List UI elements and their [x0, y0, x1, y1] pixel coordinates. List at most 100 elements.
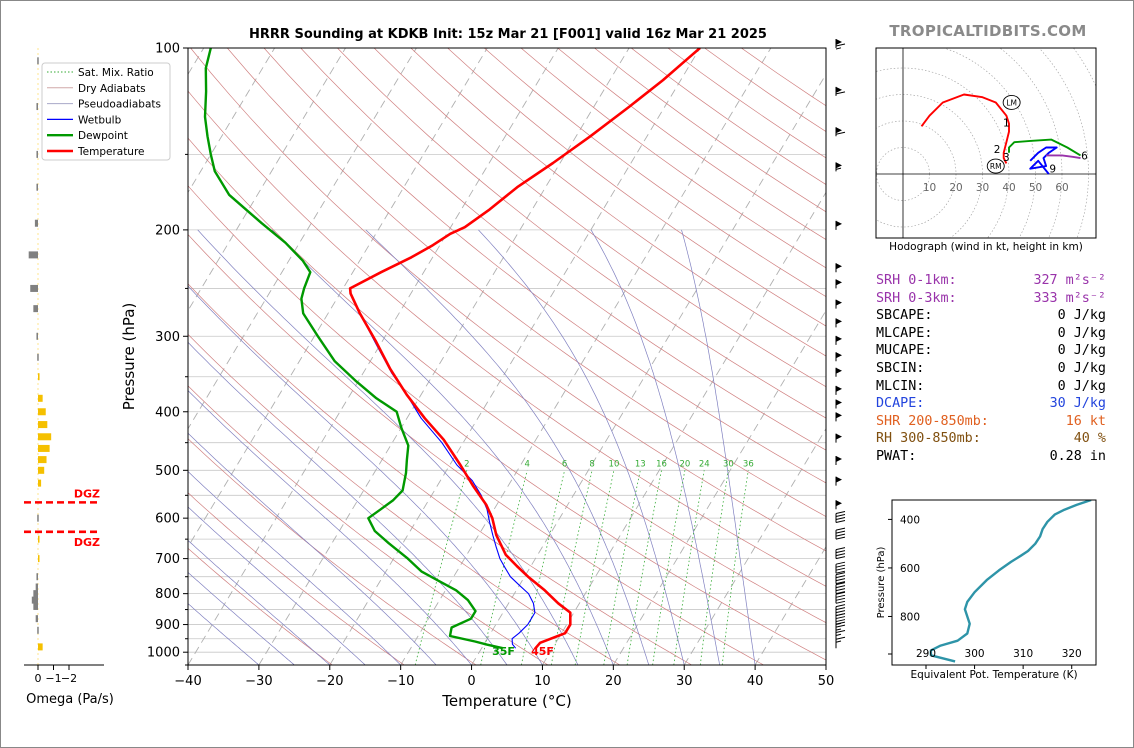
wind-barb	[835, 399, 842, 409]
wind-barb-pennant	[836, 162, 842, 169]
omega-tick-label: −2	[61, 672, 77, 685]
y-tick-label: 200	[155, 223, 180, 238]
legend-entry: Dry Adiabats	[78, 83, 146, 95]
wind-barb-half-flag	[835, 640, 842, 643]
omega-bar	[36, 183, 38, 191]
hodograph-height-label: 6	[1081, 150, 1088, 162]
hodograph-trace	[1008, 138, 1081, 157]
omega-bar	[36, 150, 38, 158]
omega-bar	[36, 103, 38, 111]
wind-barb-flag	[835, 616, 846, 620]
mixing-ratio-label: 30	[723, 460, 734, 470]
wind-barb	[835, 263, 842, 273]
param-row: SBCAPE: 0 J/kg	[876, 307, 1106, 325]
storm-motion-marker	[986, 158, 1005, 174]
mixing-ratio-line	[480, 470, 528, 665]
y-tick-label: 900	[155, 618, 180, 633]
isotherm-line	[188, 48, 559, 665]
dry-adiabat-line	[227, 48, 826, 518]
theta-e-profile	[929, 500, 1092, 663]
omega-bar	[38, 555, 40, 563]
wind-barb-pennant	[836, 367, 842, 374]
mixing-ratio-label: 24	[699, 460, 710, 470]
y-axis-label: Pressure (hPa)	[120, 303, 138, 411]
y-tick-label: 100	[155, 42, 180, 57]
hodograph-ring-label: 40	[1002, 182, 1015, 194]
wind-barb	[835, 127, 846, 137]
wind-barb	[835, 476, 842, 486]
pseudoadiabat-line	[188, 506, 366, 665]
x-tick-label: 50	[818, 674, 835, 689]
wind-barb-flag	[835, 585, 846, 589]
chart-title: HRRR Sounding at KDKB Init: 15z Mar 21 […	[249, 27, 767, 42]
wind-barb-pennant	[836, 279, 842, 286]
param-name: PWAT:	[876, 448, 917, 464]
dry-adiabat-line	[447, 48, 826, 327]
x-axis-label: Temperature (°C)	[441, 692, 571, 710]
pseudoadiabat-line	[590, 229, 721, 665]
dry-adiabat-line	[190, 48, 826, 552]
wind-barb	[835, 385, 842, 395]
param-row: SRH 0-1km: 327 m²s⁻²	[876, 272, 1106, 290]
wind-barb-flag	[835, 567, 846, 571]
brand-watermark: TROPICALTIDBITS.COM	[889, 22, 1087, 40]
pseudoadiabat-line	[188, 285, 543, 665]
wind-barb	[835, 39, 846, 50]
hodograph-ring-label: 50	[1029, 182, 1042, 194]
y-tick-label: 400	[155, 405, 180, 420]
mixing-ratio-line	[626, 470, 662, 665]
param-value: 0 J/kg	[1057, 378, 1106, 394]
omega-tick-label: −1	[45, 672, 61, 685]
param-row: MLCAPE: 0 J/kg	[876, 325, 1106, 343]
wind-barb	[835, 500, 842, 510]
wind-barb	[835, 412, 842, 422]
wind-barb-flag	[835, 575, 846, 579]
wind-barb-flag	[835, 578, 846, 582]
isotherm-line	[188, 48, 417, 430]
mixing-ratio-line	[652, 470, 686, 665]
wind-barb	[835, 582, 846, 595]
dry-adiabat-line	[188, 283, 692, 665]
mixing-ratio-label: 20	[679, 460, 690, 470]
mixing-ratio-line	[574, 470, 615, 665]
omega-bar	[33, 590, 38, 598]
wind-barb	[835, 456, 842, 466]
pseudoadiabat-line	[188, 539, 331, 665]
dry-adiabat-line	[188, 385, 549, 665]
wind-barb-flag	[835, 624, 846, 628]
mixing-ratio-label: 16	[656, 460, 667, 470]
isotherm-line	[188, 48, 276, 194]
wind-barb	[835, 86, 846, 96]
wind-barb-half-flag	[835, 47, 842, 50]
mixing-ratio-line	[673, 470, 705, 665]
wind-barb-half-flag	[835, 633, 842, 636]
dgz-label: DGZ	[74, 536, 100, 549]
storm-motion-marker	[1002, 94, 1021, 110]
pseudoadiabat-line	[188, 603, 260, 665]
y-tick-label: 600	[155, 512, 180, 527]
wind-barb	[835, 318, 842, 328]
isotherm-line	[542, 191, 826, 665]
isotherm-line	[754, 545, 826, 665]
param-row: SBCIN: 0 J/kg	[876, 360, 1106, 378]
wind-barb-flag	[835, 536, 846, 540]
param-value: 0 J/kg	[1057, 325, 1106, 341]
mixing-ratio-line	[699, 470, 729, 665]
dry-adiabat-line	[263, 48, 826, 484]
wind-barb-flag	[835, 527, 846, 531]
wind-barb-flag	[835, 561, 846, 565]
omega-bar	[38, 408, 46, 416]
wind-barb-pennant	[836, 263, 842, 270]
omega-bar	[37, 514, 39, 522]
param-name: SHR 200-850mb:	[876, 413, 989, 429]
wind-barb-flag	[835, 610, 846, 614]
wind-barb	[835, 279, 842, 289]
wind-barb-pennant	[836, 476, 842, 483]
hodograph-ring-label: 20	[949, 182, 962, 194]
wind-barb-flag	[835, 581, 846, 585]
hodograph-plot-area: 10 20 30 40 50 60 1 23 6 9 LM RM	[876, 48, 1096, 238]
legend-entry: Dewpoint	[78, 130, 128, 142]
pseudoadiabat-line	[188, 341, 508, 665]
omega-bar	[38, 643, 43, 651]
theta-e-x-label: Equivalent Pot. Temperature (K)	[910, 669, 1077, 681]
